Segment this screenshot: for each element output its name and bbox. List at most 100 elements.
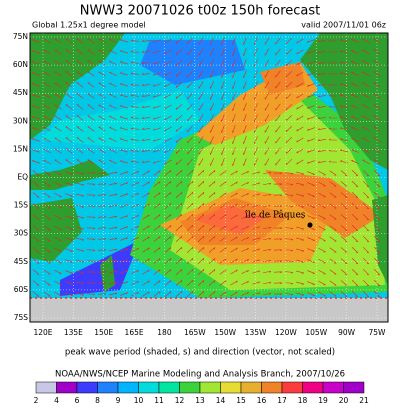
vector [142, 236, 150, 242]
vector [285, 126, 293, 132]
vector [230, 247, 238, 253]
vector [340, 225, 348, 231]
vector [296, 126, 304, 132]
vector [109, 226, 118, 230]
vector [307, 171, 315, 176]
vector [109, 281, 118, 285]
vector [362, 38, 370, 44]
vector [317, 117, 326, 119]
vector [263, 215, 272, 219]
vector [275, 125, 281, 133]
vector [76, 126, 84, 132]
lon-label: 150W [214, 328, 236, 337]
vector [175, 269, 183, 275]
vector [296, 38, 304, 44]
vector [109, 93, 117, 98]
vector [87, 49, 95, 55]
lat-label: 75S [14, 313, 29, 322]
colorbar-label: 18 [298, 396, 308, 405]
vector [230, 236, 238, 242]
vector [65, 104, 73, 110]
vector [164, 280, 172, 286]
vector [32, 236, 40, 242]
vector [43, 49, 51, 54]
vector [328, 61, 338, 64]
vector [54, 247, 62, 253]
vector [120, 292, 128, 296]
vector [252, 226, 261, 230]
colorbar: 2 4 6 8 9 10 11 12 13 14 15 16 17 18 19 20 21 [34, 381, 369, 405]
vector [120, 259, 128, 263]
vector [221, 147, 225, 155]
vector [153, 291, 161, 297]
vector [153, 214, 161, 220]
vector [120, 237, 128, 241]
vector [264, 147, 270, 155]
vector [43, 104, 51, 109]
vector [230, 203, 238, 209]
vector [65, 60, 73, 66]
vector [263, 226, 272, 230]
vector [76, 193, 85, 197]
vector [296, 60, 304, 66]
vector [221, 136, 225, 144]
vector [232, 103, 236, 111]
vector [232, 70, 236, 78]
vector [197, 214, 205, 220]
vector [43, 225, 51, 231]
vector [208, 214, 216, 220]
vector [197, 181, 205, 187]
vector [198, 70, 204, 78]
vector [175, 104, 183, 110]
vector [362, 137, 370, 143]
vector [98, 104, 106, 110]
vector [296, 193, 304, 197]
vector [130, 83, 140, 86]
vector [98, 159, 106, 165]
lat-label: 45N [13, 88, 28, 97]
vector [175, 82, 183, 88]
vector [241, 291, 249, 297]
vector [54, 38, 62, 44]
vector [221, 114, 225, 122]
vector [209, 125, 214, 133]
vector [340, 236, 348, 242]
vector [32, 181, 40, 187]
vector [373, 202, 381, 210]
vector [328, 160, 338, 163]
colorbar-bin [56, 381, 78, 394]
vector [328, 105, 338, 108]
vector [97, 238, 107, 241]
vector [187, 103, 193, 111]
vector [197, 247, 205, 253]
vector [253, 125, 258, 133]
vector [296, 171, 304, 175]
vector [284, 216, 294, 219]
vector [43, 269, 51, 275]
colorbar-label: 9 [116, 396, 121, 405]
vector [296, 71, 304, 77]
vector [175, 170, 183, 176]
vector [253, 136, 258, 144]
vector [109, 292, 118, 296]
colorbar-bin [220, 381, 242, 394]
vector [87, 115, 95, 121]
vector [186, 246, 194, 254]
vector [97, 271, 107, 274]
vector [109, 215, 118, 219]
vector [175, 247, 183, 253]
vector [175, 137, 183, 143]
vector [43, 71, 51, 76]
vector [219, 280, 227, 286]
vector [164, 148, 172, 154]
vector [252, 270, 261, 274]
vector [97, 293, 107, 296]
vector [263, 270, 272, 274]
vector [241, 247, 249, 253]
vector [164, 126, 172, 132]
vector [186, 180, 194, 188]
vector [362, 169, 370, 177]
vector [120, 61, 128, 65]
vector [307, 61, 315, 65]
vector [208, 258, 216, 264]
